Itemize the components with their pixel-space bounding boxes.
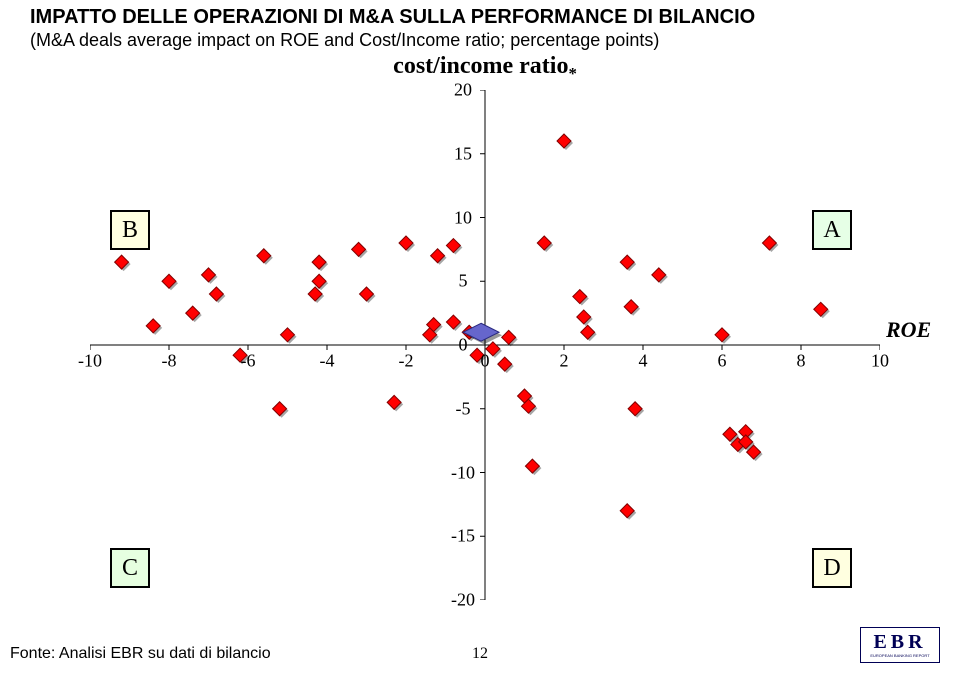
quadrant-box-a: A — [812, 210, 852, 250]
chart-svg — [90, 90, 880, 600]
x-tick-label: 8 — [797, 351, 806, 372]
x-tick-label: -8 — [162, 351, 177, 372]
y-axis-title-text: cost/income ratio — [393, 53, 568, 79]
x-tick-label: 10 — [871, 351, 889, 372]
footer-source: Fonte: Analisi EBR su dati di bilancio — [10, 645, 271, 663]
y-tick-label: -10 — [451, 462, 475, 483]
quadrant-box-d: D — [812, 548, 852, 588]
ebr-logo: EBR EUROPEAN BANKING REPORT — [860, 627, 940, 663]
y-tick-label: 0 — [459, 335, 468, 356]
x-tick-label: -6 — [241, 351, 256, 372]
y-tick-label: 10 — [454, 207, 472, 228]
y-tick-label: -20 — [451, 590, 475, 611]
y-axis-title: cost/income ratio* — [393, 53, 577, 84]
x-tick-label: 2 — [560, 351, 569, 372]
y-tick-label: 20 — [454, 80, 472, 101]
y-tick-label: 5 — [459, 271, 468, 292]
x-tick-label: 4 — [639, 351, 648, 372]
slide-title: IMPATTO DELLE OPERAZIONI DI M&A SULLA PE… — [30, 6, 755, 29]
quadrant-box-b: B — [110, 210, 150, 250]
scatter-chart — [90, 90, 880, 600]
x-tick-label: -2 — [399, 351, 414, 372]
x-tick-label: 6 — [718, 351, 727, 372]
x-axis-title: ROE — [886, 317, 931, 343]
x-tick-label: 0 — [481, 351, 490, 372]
page-number: 12 — [472, 645, 488, 663]
y-axis-title-suffix: * — [568, 64, 576, 83]
ebr-logo-text: EBR — [873, 632, 926, 652]
y-tick-label: -5 — [456, 398, 471, 419]
x-tick-label: -10 — [78, 351, 102, 372]
slide-subtitle: (M&A deals average impact on ROE and Cos… — [30, 30, 659, 51]
x-tick-label: -4 — [320, 351, 335, 372]
y-tick-label: -15 — [451, 526, 475, 547]
quadrant-box-c: C — [110, 548, 150, 588]
y-tick-label: 15 — [454, 143, 472, 164]
ebr-logo-subtext: EUROPEAN BANKING REPORT — [870, 654, 929, 658]
